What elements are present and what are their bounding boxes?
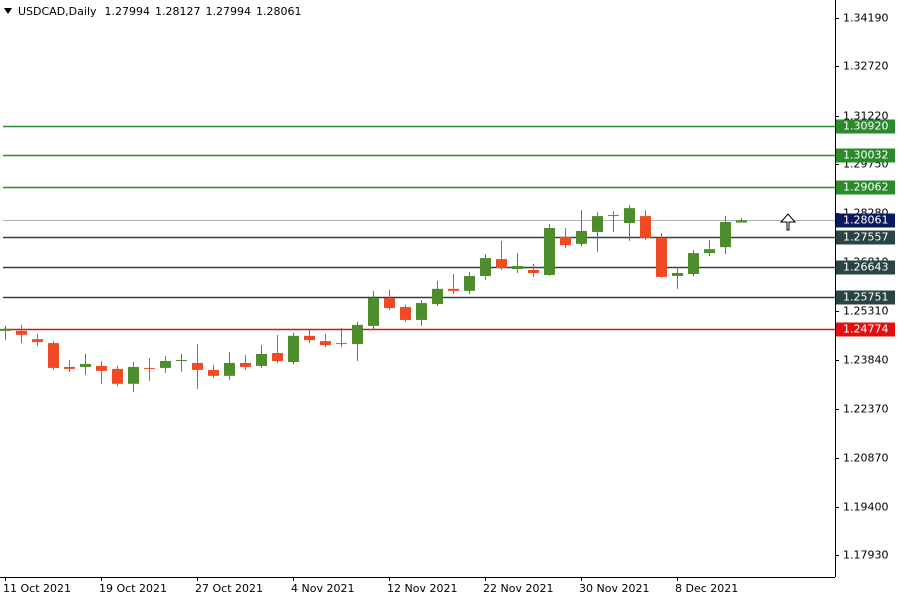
candle-body	[656, 237, 667, 277]
level-price-label: 1.24774	[843, 323, 889, 336]
candle-body	[608, 215, 619, 217]
candle-body	[64, 366, 75, 369]
header-close: 1.28061	[256, 5, 302, 18]
candle-body	[464, 275, 475, 291]
candle-body	[704, 249, 715, 254]
candle-body	[112, 368, 123, 384]
candle-body	[432, 288, 443, 305]
candle-body	[592, 216, 603, 232]
candle-body	[720, 222, 731, 248]
candle-body	[320, 341, 331, 346]
candle-body	[512, 266, 523, 269]
candle-body	[224, 362, 235, 376]
candle-body	[384, 298, 395, 309]
candle-body	[496, 259, 507, 269]
header-open: 1.27994	[105, 5, 151, 18]
candle-body	[400, 307, 411, 320]
candle-body	[448, 288, 459, 291]
level-price-box	[836, 148, 895, 163]
candle-body	[688, 253, 699, 274]
candle-body	[336, 343, 347, 345]
candle-body	[624, 208, 635, 224]
y-tick-label: 1.23840	[843, 354, 889, 367]
candle-body	[48, 343, 59, 368]
candle-body	[128, 366, 139, 384]
candle-body	[736, 220, 747, 223]
level-price-label: 1.30920	[843, 120, 889, 133]
header-low: 1.27994	[206, 5, 252, 18]
candle-body	[208, 369, 219, 376]
level-price-box	[836, 260, 895, 275]
y-tick-label: 1.19400	[843, 501, 889, 514]
symbol-menu-arrow[interactable]	[4, 8, 12, 14]
level-price-label: 1.25751	[843, 291, 889, 304]
candle-body	[144, 367, 155, 369]
candle-body	[192, 362, 203, 370]
candle-body	[160, 360, 171, 368]
price-arrow-icon[interactable]	[779, 213, 797, 231]
chart-header: USDCAD,Daily 1.27994 1.28127 1.27994 1.28061	[18, 5, 302, 18]
candle-body	[32, 339, 43, 343]
candle-body	[240, 362, 251, 367]
candle-body	[416, 303, 427, 320]
symbol-title: USDCAD,Daily	[18, 5, 97, 18]
candle-body	[288, 335, 299, 362]
candle-body	[272, 353, 283, 361]
x-tick-label: 11 Oct 2021	[3, 582, 71, 595]
candle-body	[304, 335, 315, 341]
candle-body	[528, 269, 539, 273]
candle-body	[96, 365, 107, 371]
level-price-box	[836, 213, 895, 228]
level-price-box	[836, 322, 895, 337]
candle-body	[176, 359, 187, 361]
candle-body	[544, 227, 555, 275]
x-tick-label: 22 Nov 2021	[483, 582, 553, 595]
y-tick-label: 1.25310	[843, 305, 889, 318]
y-tick-label: 1.17930	[843, 549, 889, 562]
candle-body	[576, 230, 587, 244]
y-tick-label: 1.34190	[843, 12, 889, 25]
candle-body	[80, 363, 91, 367]
y-tick-label: 1.32720	[843, 60, 889, 73]
level-price-box	[836, 119, 895, 134]
candle-body	[16, 330, 27, 335]
x-tick-label: 8 Dec 2021	[675, 582, 738, 595]
y-tick-label: 1.22370	[843, 403, 889, 416]
candle-body	[352, 324, 363, 345]
x-tick-label: 27 Oct 2021	[195, 582, 263, 595]
y-tick-label: 1.31220	[843, 110, 889, 123]
level-price-label: 1.30032	[843, 149, 889, 162]
candle-body	[256, 354, 267, 366]
plot-area	[0, 125, 835, 393]
x-tick-label: 19 Oct 2021	[99, 582, 167, 595]
candle-body	[480, 258, 491, 276]
level-price-label: 1.28061	[843, 214, 889, 227]
header-high: 1.28127	[155, 5, 201, 18]
level-price-box	[836, 180, 895, 195]
candle-body	[368, 298, 379, 326]
level-price-box	[836, 230, 895, 245]
level-price-box	[836, 290, 895, 305]
level-price-label: 1.29062	[843, 181, 889, 194]
y-tick-label: 1.20870	[843, 452, 889, 465]
level-price-label: 1.27557	[843, 231, 889, 244]
candle-body	[560, 236, 571, 246]
x-tick-label: 12 Nov 2021	[387, 582, 457, 595]
candle-body	[640, 216, 651, 238]
candle-body	[672, 272, 683, 276]
level-price-label: 1.26643	[843, 261, 889, 274]
x-tick-label: 30 Nov 2021	[579, 582, 649, 595]
x-tick-label: 4 Nov 2021	[291, 582, 354, 595]
candle-body	[0, 328, 11, 331]
